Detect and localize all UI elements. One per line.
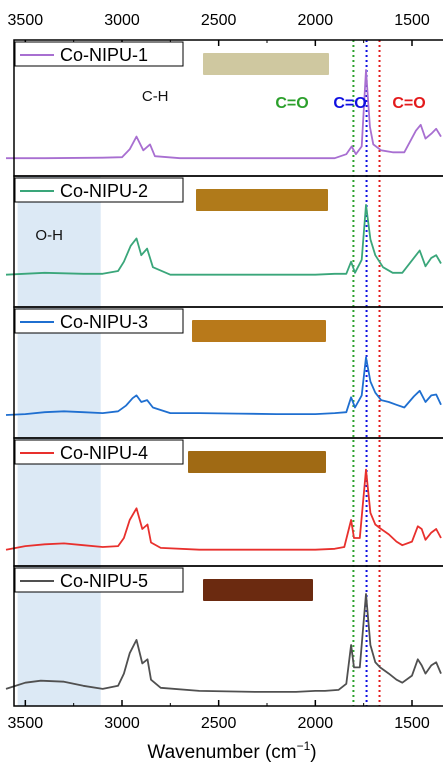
bottom-tick-label-3000: 3000 [104,715,140,732]
series-line-5 [5,593,442,693]
legend-label-1: Co-NIPU-1 [60,45,148,65]
sample-photo-1 [203,53,329,75]
top-tick-label-1500: 1500 [394,12,430,29]
series-line-1 [6,69,442,160]
sample-photo-4 [188,451,326,473]
top-tick-label-3500: 3500 [8,12,44,29]
top-tick-label-3000: 3000 [104,12,140,29]
legend-label-4: Co-NIPU-4 [60,443,148,463]
panel-frame-5 [13,565,443,707]
series-line-4 [5,468,442,551]
bottom-tick-label-2000: 2000 [298,715,334,732]
x-axis-label-close: ) [310,742,316,763]
series-line-2 [5,204,442,276]
bottom-tick-label-1500: 1500 [394,715,430,732]
legend-label-5: Co-NIPU-5 [60,571,148,591]
tick-layer: 3500 3500 3000 3000 2500 2500 2000 2000 1500 1500 [8,12,430,732]
guide-label-2: C=O [333,95,366,112]
frame-layer [13,39,443,707]
x-axis-label: Wavenumber (cm−1) [147,739,316,763]
series-line-3 [5,356,442,416]
sample-photo-2 [196,189,328,211]
bottom-tick-label-2500: 2500 [201,715,237,732]
sample-photo-3 [192,320,326,342]
bottom-tick-label-3500: 3500 [8,715,44,732]
annotation-label-1: C-H [142,88,169,105]
x-axis-label-superscript: −1 [297,739,311,753]
top-tick-label-2000: 2000 [298,12,334,29]
x-axis-label-main: Wavenumber (cm [147,742,296,763]
guide-label-3: C=O [392,95,425,112]
sample-photo-5 [203,579,313,601]
oh-region-label: O-H [35,227,63,244]
label-layer: O-H C=O C=O C=O Co-NIPU-1 Co-NIPU-2 Co-NIPU-3 C… [14,41,426,601]
legend-label-3: Co-NIPU-3 [60,312,148,332]
series-layer [5,69,442,693]
top-tick-label-2500: 2500 [201,12,237,29]
guide-label-1: C=O [275,95,308,112]
legend-label-2: Co-NIPU-2 [60,181,148,201]
